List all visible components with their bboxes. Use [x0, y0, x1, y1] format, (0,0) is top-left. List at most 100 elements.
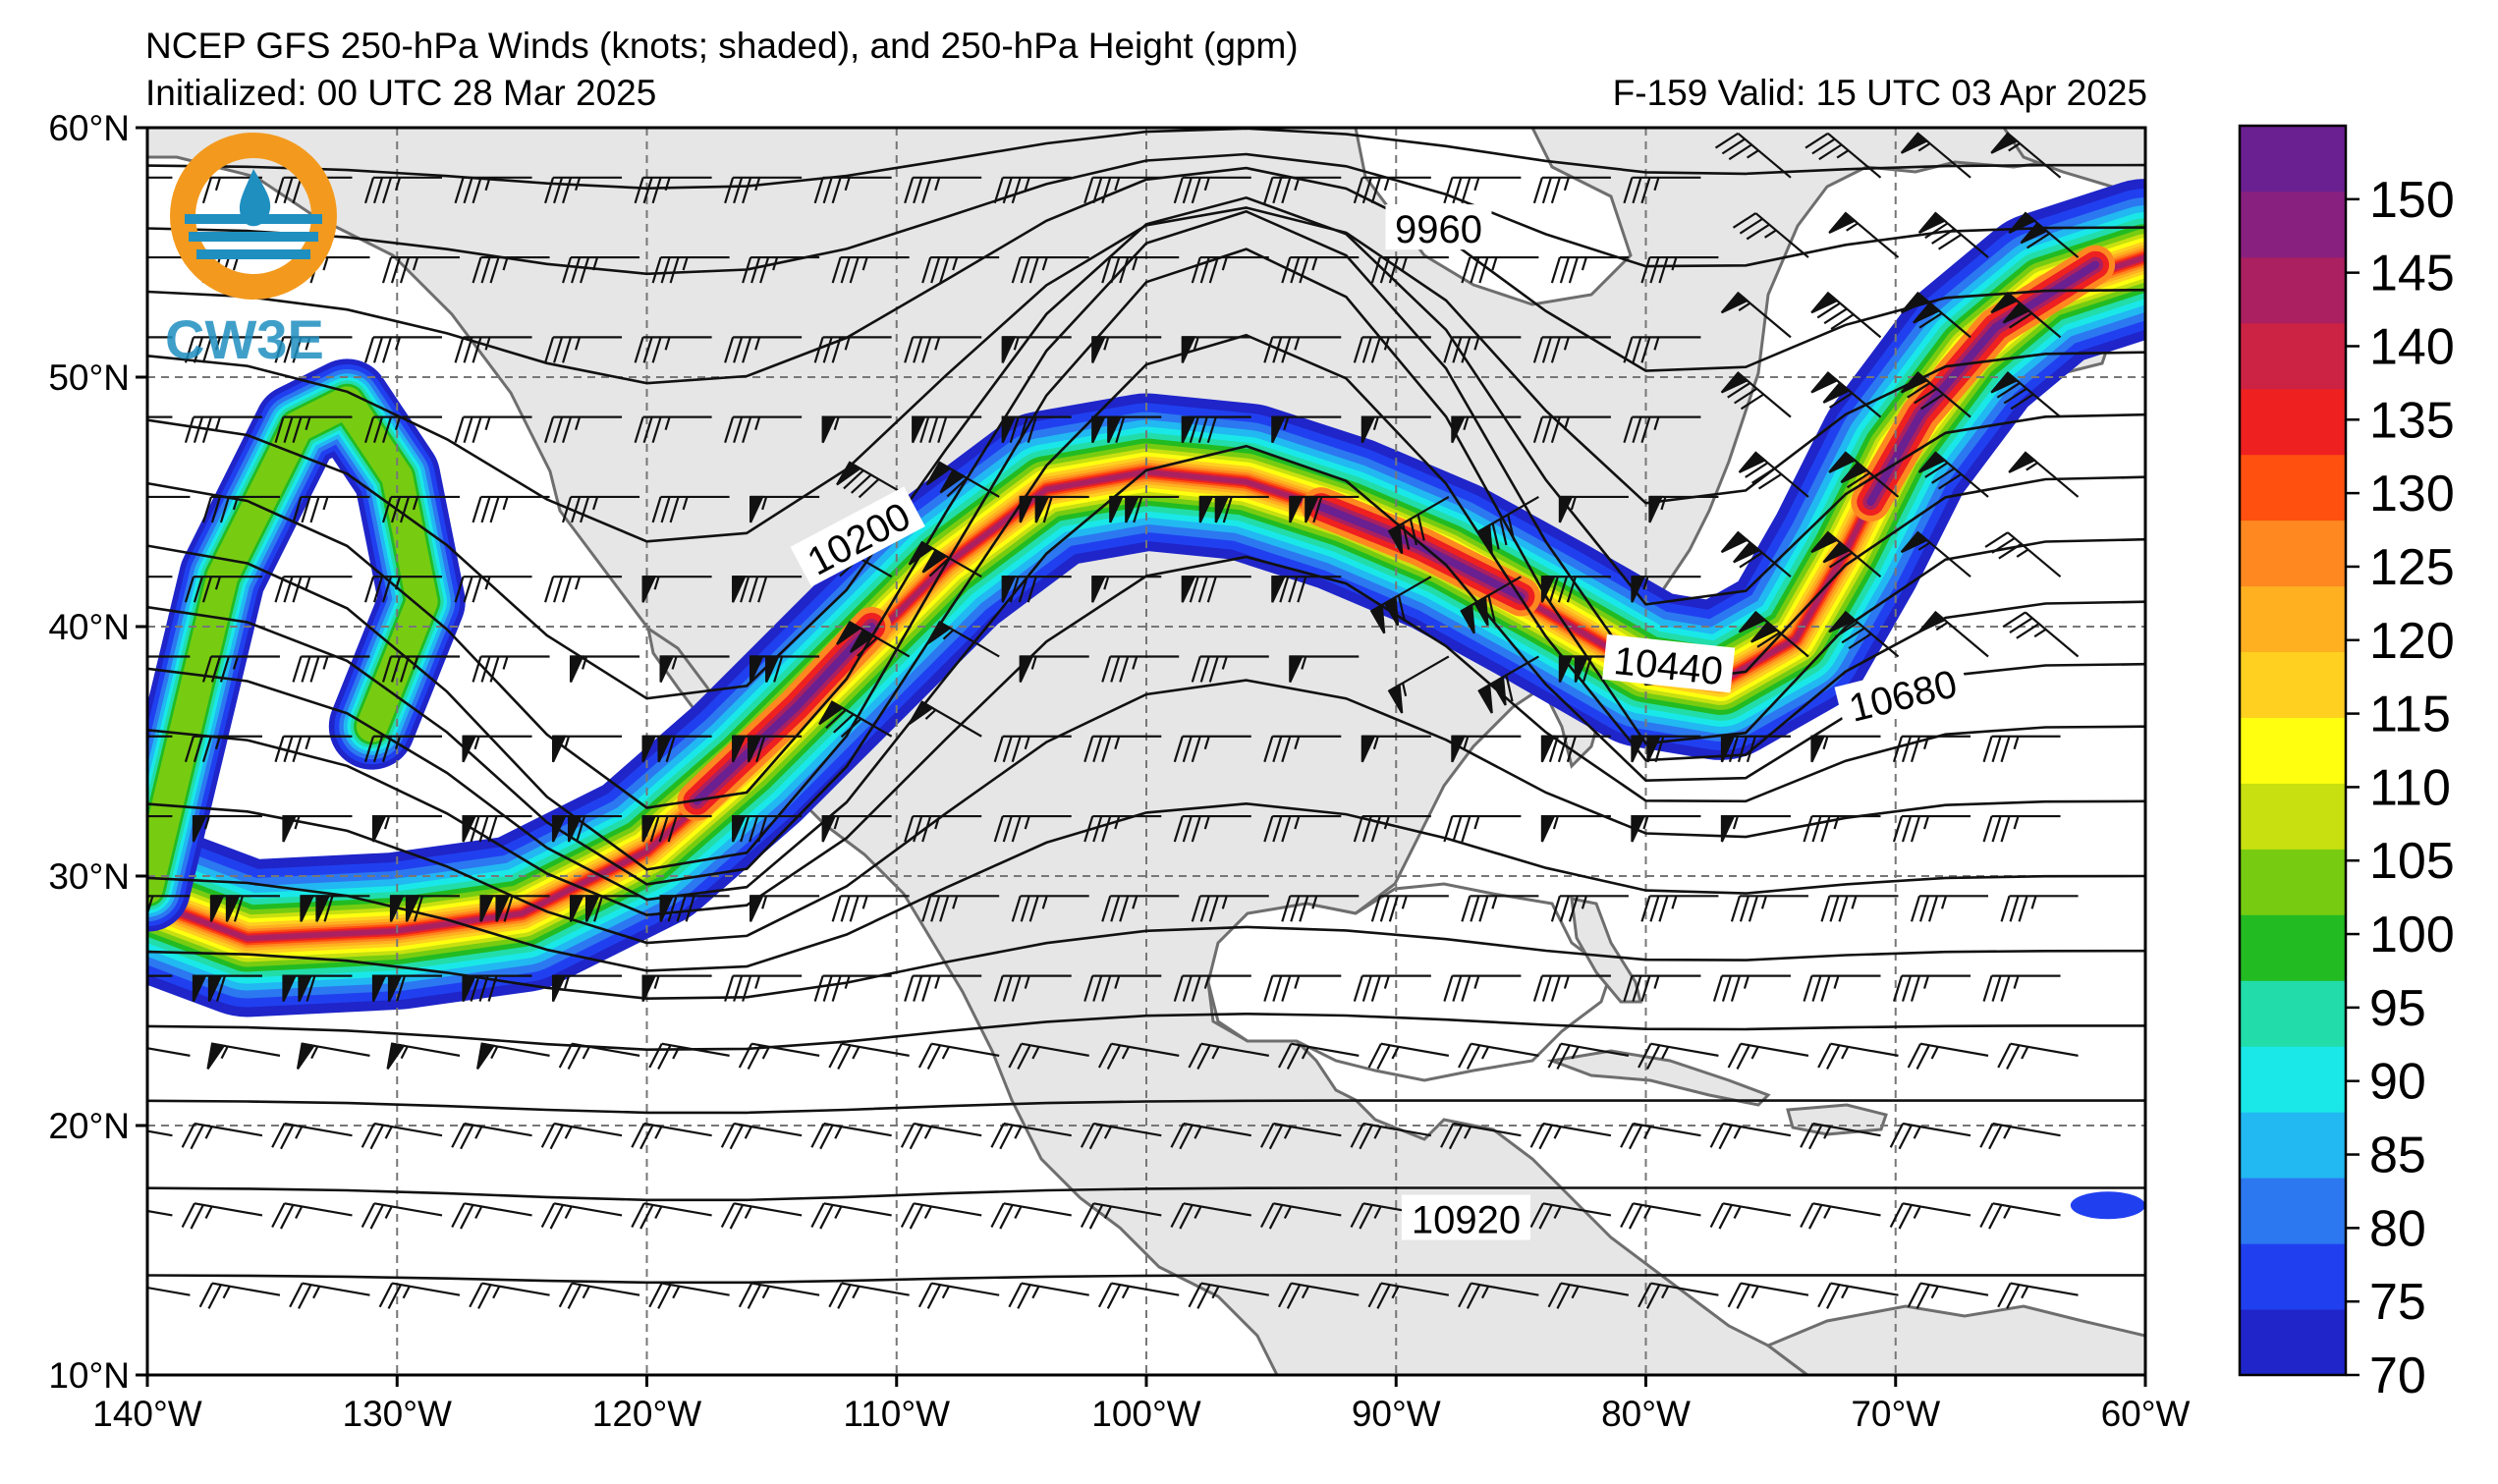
barb-full: [843, 469, 864, 490]
barb-half: [582, 1046, 590, 1060]
barb-full: [1182, 815, 1193, 843]
wind-barb: [1369, 576, 1432, 634]
wind-barb: [1451, 415, 1522, 444]
jet-core-1: [693, 623, 876, 805]
wind-barb: [451, 1202, 532, 1230]
barb-half: [1283, 416, 1290, 430]
barb-half: [942, 629, 955, 640]
barb-shaft: [1111, 1282, 1180, 1296]
barb-full: [1367, 1283, 1382, 1308]
colorbar-swatch: [2240, 849, 2346, 915]
barb-flag: [462, 974, 477, 1003]
colorbar-label: 140: [2369, 318, 2455, 375]
barb-full: [651, 256, 662, 284]
height-contour-14: [147, 1012, 2145, 1052]
barb-half: [1121, 1046, 1131, 1060]
barb-full: [372, 337, 384, 363]
barb-shaft: [1021, 1042, 1089, 1057]
wind-barb: [1648, 495, 1719, 523]
barb-full: [1008, 1043, 1023, 1069]
barb-flag: [1387, 523, 1404, 554]
colorbar-swatch: [2240, 585, 2346, 652]
wind-barb: [1011, 255, 1089, 284]
barb-flag: [1019, 495, 1034, 523]
wind-barb: [993, 974, 1072, 1002]
barb-full: [2000, 736, 2011, 763]
barb-full: [1623, 177, 1634, 204]
barb-half: [1463, 416, 1470, 430]
barb-full: [184, 416, 195, 443]
barb-full: [233, 895, 245, 922]
wind-barb: [147, 495, 191, 503]
wind-barb: [1638, 1042, 1719, 1071]
wind-barb: [904, 176, 982, 204]
barb-flag: [569, 655, 584, 683]
barb-half: [1014, 1126, 1023, 1139]
wind-barb: [1640, 895, 1719, 922]
barb-full: [1379, 895, 1390, 922]
barb-shaft: [1919, 1042, 1989, 1057]
wind-barb: [659, 895, 730, 922]
barb-full: [381, 496, 393, 523]
barb-shaft: [1992, 1122, 2061, 1137]
barb-full: [1290, 895, 1301, 922]
wind-barb: [147, 576, 173, 578]
barb-full: [1281, 815, 1292, 843]
barb-full: [1002, 736, 1013, 763]
barb-full: [1188, 1043, 1202, 1069]
wind-barb: [1188, 1042, 1269, 1071]
barb-full: [193, 736, 204, 763]
barb-full: [657, 1284, 672, 1309]
barb-half: [934, 337, 941, 351]
barb-full: [651, 177, 662, 204]
wind-barb: [641, 576, 712, 603]
barb-full: [813, 975, 824, 1002]
barb-flag: [1840, 461, 1869, 484]
wind-barbs: [95, 132, 2080, 1309]
barb-full: [1938, 472, 1963, 490]
barb-full: [738, 1283, 753, 1308]
barb-full: [454, 576, 465, 603]
wind-barb: [1907, 1282, 1989, 1309]
barb-full: [381, 177, 393, 204]
barb-full: [372, 576, 384, 603]
barb-full: [822, 177, 833, 204]
wind-barb: [1620, 1122, 1701, 1150]
barb-full: [562, 576, 573, 603]
barb-full: [95, 737, 103, 762]
barb-flag: [298, 974, 313, 1003]
barb-half: [1301, 1046, 1310, 1060]
barb-full: [1191, 736, 1201, 763]
barb-shaft: [1754, 212, 1809, 258]
barb-half: [1552, 815, 1559, 830]
barb-full: [648, 1043, 663, 1069]
barb-half: [220, 1046, 229, 1060]
barb-full: [1541, 177, 1552, 204]
wind-barb: [1083, 814, 1162, 843]
barb-full: [1507, 514, 1516, 541]
barb-full: [562, 496, 573, 523]
barb-full: [1746, 736, 1757, 763]
barb-flag: [1631, 576, 1646, 603]
barb-full: [480, 496, 491, 523]
wind-barb: [1709, 1122, 1792, 1150]
barb-full: [390, 256, 402, 284]
barb-half: [1132, 656, 1138, 670]
barb-full: [1379, 256, 1390, 284]
barb-flag: [2008, 451, 2037, 473]
barb-flag: [659, 655, 675, 683]
wind-barb: [1532, 415, 1611, 443]
barb-full: [819, 1204, 834, 1230]
barb-flag: [921, 548, 948, 574]
barb-full: [113, 737, 121, 762]
barb-shaft: [1380, 1282, 1450, 1296]
barb-full: [1288, 576, 1299, 603]
barb-half: [1203, 177, 1210, 192]
barb-flag: [1720, 371, 1749, 394]
barb-full: [1268, 1204, 1284, 1230]
barb-full: [1550, 177, 1561, 204]
barb-full: [1892, 815, 1904, 843]
barb-flag: [1540, 814, 1556, 843]
barb-full: [1206, 576, 1217, 603]
wind-barb: [1173, 735, 1251, 763]
